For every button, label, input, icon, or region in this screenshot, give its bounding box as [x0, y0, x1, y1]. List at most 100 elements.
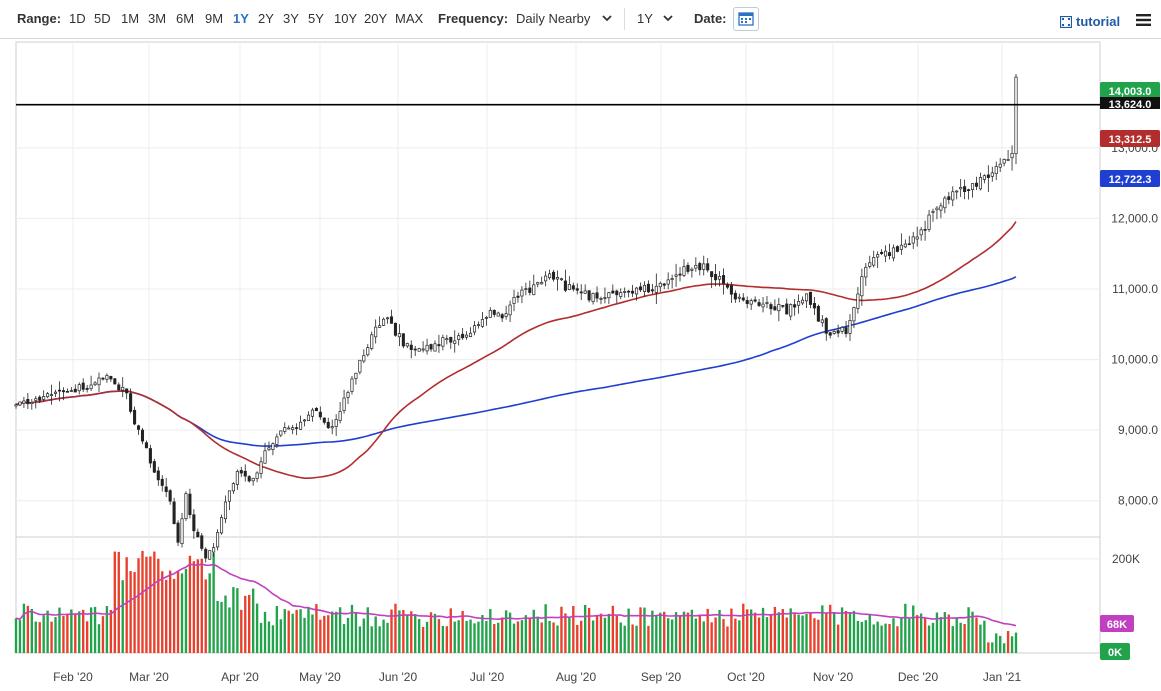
y-tick-label: 11,000.0 — [1112, 282, 1158, 296]
range-button-1y[interactable]: 1Y — [233, 11, 249, 26]
candle — [552, 269, 556, 282]
volume-bar — [793, 614, 796, 653]
volume-bar — [334, 611, 338, 653]
volume-bar — [504, 610, 508, 653]
volume-bar — [730, 608, 733, 653]
candle — [97, 372, 101, 392]
candle — [702, 255, 706, 276]
volume-bar — [615, 615, 618, 653]
volume-bar — [421, 626, 425, 653]
volume-bar — [718, 609, 721, 653]
range-button-5d[interactable]: 5D — [94, 11, 111, 26]
chevron-down-icon[interactable] — [663, 13, 673, 23]
candle — [441, 334, 445, 351]
volume-bar — [568, 617, 571, 653]
period-select[interactable]: 1Y — [637, 11, 653, 26]
range-button-max[interactable]: MAX — [395, 11, 424, 26]
volume-bar — [844, 610, 848, 653]
volume-bar — [176, 571, 180, 653]
candle — [548, 269, 552, 280]
volume-bar — [864, 620, 867, 653]
volume-bar — [232, 587, 235, 653]
candle — [781, 305, 785, 309]
volume-bar — [382, 619, 385, 653]
range-button-3m[interactable]: 3M — [148, 11, 167, 26]
candle — [642, 281, 646, 297]
candle — [453, 330, 457, 353]
volume-bar — [702, 621, 705, 653]
candle — [1014, 73, 1018, 165]
volume-bar — [220, 601, 223, 653]
volume-bar — [560, 606, 563, 653]
volume-bar — [481, 615, 484, 653]
candle — [279, 430, 283, 438]
candle — [133, 406, 137, 426]
range-button-1m[interactable]: 1M — [121, 11, 140, 26]
candle — [61, 387, 65, 401]
candle — [342, 389, 346, 414]
volume-bar — [445, 626, 449, 653]
range-button-3y[interactable]: 3Y — [283, 11, 299, 26]
candle — [117, 382, 121, 392]
volume-bar — [670, 619, 674, 653]
range-button-10y[interactable]: 10Y — [334, 11, 358, 26]
volume-bar — [295, 609, 298, 653]
chevron-down-icon[interactable] — [602, 13, 612, 23]
volume-bar — [54, 617, 57, 653]
volume-bar — [627, 608, 630, 653]
candle — [603, 287, 607, 304]
volume-bar — [433, 613, 437, 653]
candle — [263, 442, 267, 464]
volume-bar — [279, 619, 283, 653]
range-button-5y[interactable]: 5Y — [308, 11, 324, 26]
volume-bar — [390, 609, 393, 653]
candle — [623, 287, 627, 298]
volume-bar — [125, 557, 128, 653]
range-button-1d[interactable]: 1D — [69, 11, 86, 26]
frequency-select[interactable]: Daily Nearby — [516, 11, 591, 26]
volume-bar — [694, 618, 698, 653]
candle — [970, 183, 975, 198]
range-button-9m[interactable]: 9M — [205, 11, 224, 26]
candle — [287, 425, 291, 430]
candle — [690, 267, 694, 278]
candle — [571, 282, 575, 292]
candle — [864, 263, 868, 286]
candle — [200, 533, 204, 551]
volume-bar — [908, 618, 911, 653]
volume-bar — [587, 607, 591, 653]
candle — [512, 289, 516, 312]
film-icon[interactable] — [1060, 16, 1072, 28]
hamburger-menu-icon[interactable] — [1136, 14, 1151, 26]
volume-bar — [1010, 636, 1014, 653]
candle — [164, 477, 168, 498]
volume-bar — [773, 606, 777, 653]
candle — [915, 226, 919, 247]
candle — [880, 249, 884, 256]
volume-bar — [939, 617, 943, 653]
candle — [563, 269, 567, 293]
volume-bar — [101, 616, 105, 653]
volume-bar — [738, 620, 741, 653]
volume-bar — [196, 559, 200, 653]
volume-bar — [414, 614, 417, 653]
volume-bar — [611, 605, 615, 653]
candle — [500, 312, 504, 322]
ma200-line — [15, 276, 1017, 447]
candle — [967, 188, 971, 200]
date-picker-button[interactable] — [733, 7, 759, 31]
range-button-2y[interactable]: 2Y — [258, 11, 274, 26]
candle — [678, 267, 682, 282]
candle — [53, 389, 58, 398]
candle — [812, 296, 816, 315]
candle — [599, 296, 603, 305]
range-button-6m[interactable]: 6M — [176, 11, 195, 26]
candle — [544, 271, 548, 287]
price-chart[interactable]: Feb '20 Mar '20 Apr '20 May '20 Jun '20 Jul '… — [0, 38, 1161, 691]
tutorial-link[interactable]: tutorial — [1076, 14, 1121, 29]
candle — [105, 373, 109, 383]
range-button-20y[interactable]: 20Y — [364, 11, 388, 26]
volume-bar — [192, 561, 196, 653]
candle — [567, 276, 571, 291]
price-tag-last-label: 14,003.0 — [1109, 86, 1152, 98]
